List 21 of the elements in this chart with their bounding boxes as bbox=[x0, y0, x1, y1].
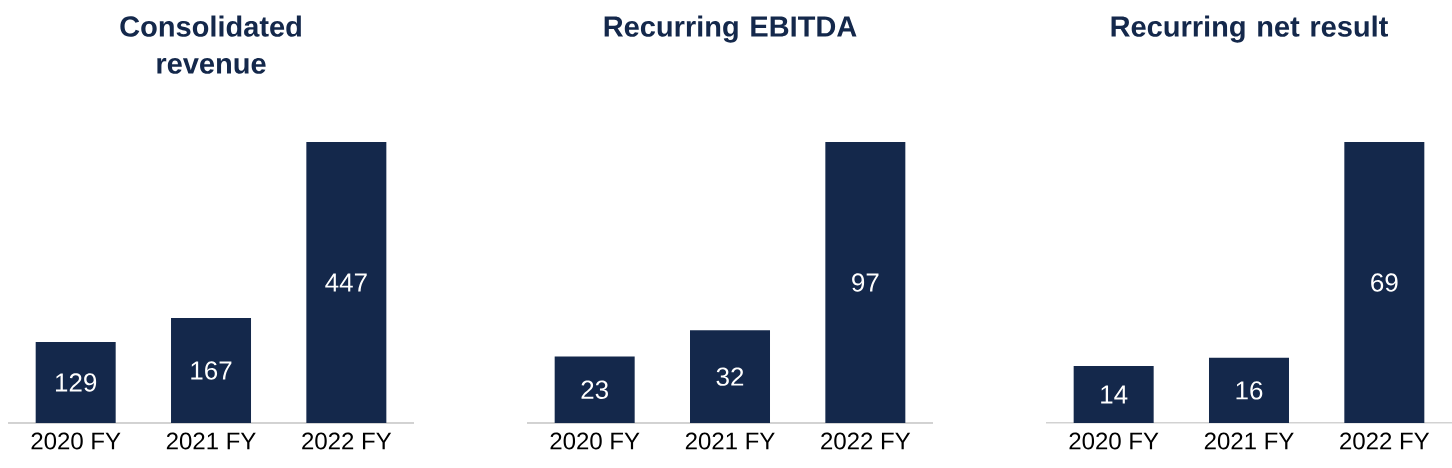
chart-title: Consolidated revenue bbox=[120, 15, 301, 74]
x-tick-label: 2021 FY bbox=[166, 432, 256, 450]
x-tick-label: 2020 FY bbox=[31, 432, 121, 450]
data-label: 97 bbox=[852, 273, 879, 292]
data-label: 129 bbox=[55, 373, 97, 392]
x-tick-label: 2020 FY bbox=[1069, 432, 1159, 450]
x-tick-label: 2021 FY bbox=[685, 432, 775, 450]
data-label: 69 bbox=[1371, 273, 1398, 292]
chart-title: Recurring net result bbox=[1111, 15, 1388, 43]
data-label: 23 bbox=[581, 380, 608, 399]
x-tick-label: 2022 FY bbox=[821, 432, 911, 450]
data-label: 447 bbox=[325, 273, 367, 292]
x-tick-label: 2022 FY bbox=[302, 432, 392, 450]
chart-title: Recurring EBITDA bbox=[604, 15, 857, 43]
data-label: 32 bbox=[716, 367, 744, 386]
data-label: 167 bbox=[191, 361, 232, 380]
x-tick-label: 2020 FY bbox=[550, 432, 640, 450]
data-label: 16 bbox=[1236, 381, 1263, 400]
x-tick-label: 2021 FY bbox=[1204, 432, 1294, 450]
x-tick-label: 2022 FY bbox=[1340, 432, 1430, 450]
data-label: 14 bbox=[1101, 385, 1128, 404]
